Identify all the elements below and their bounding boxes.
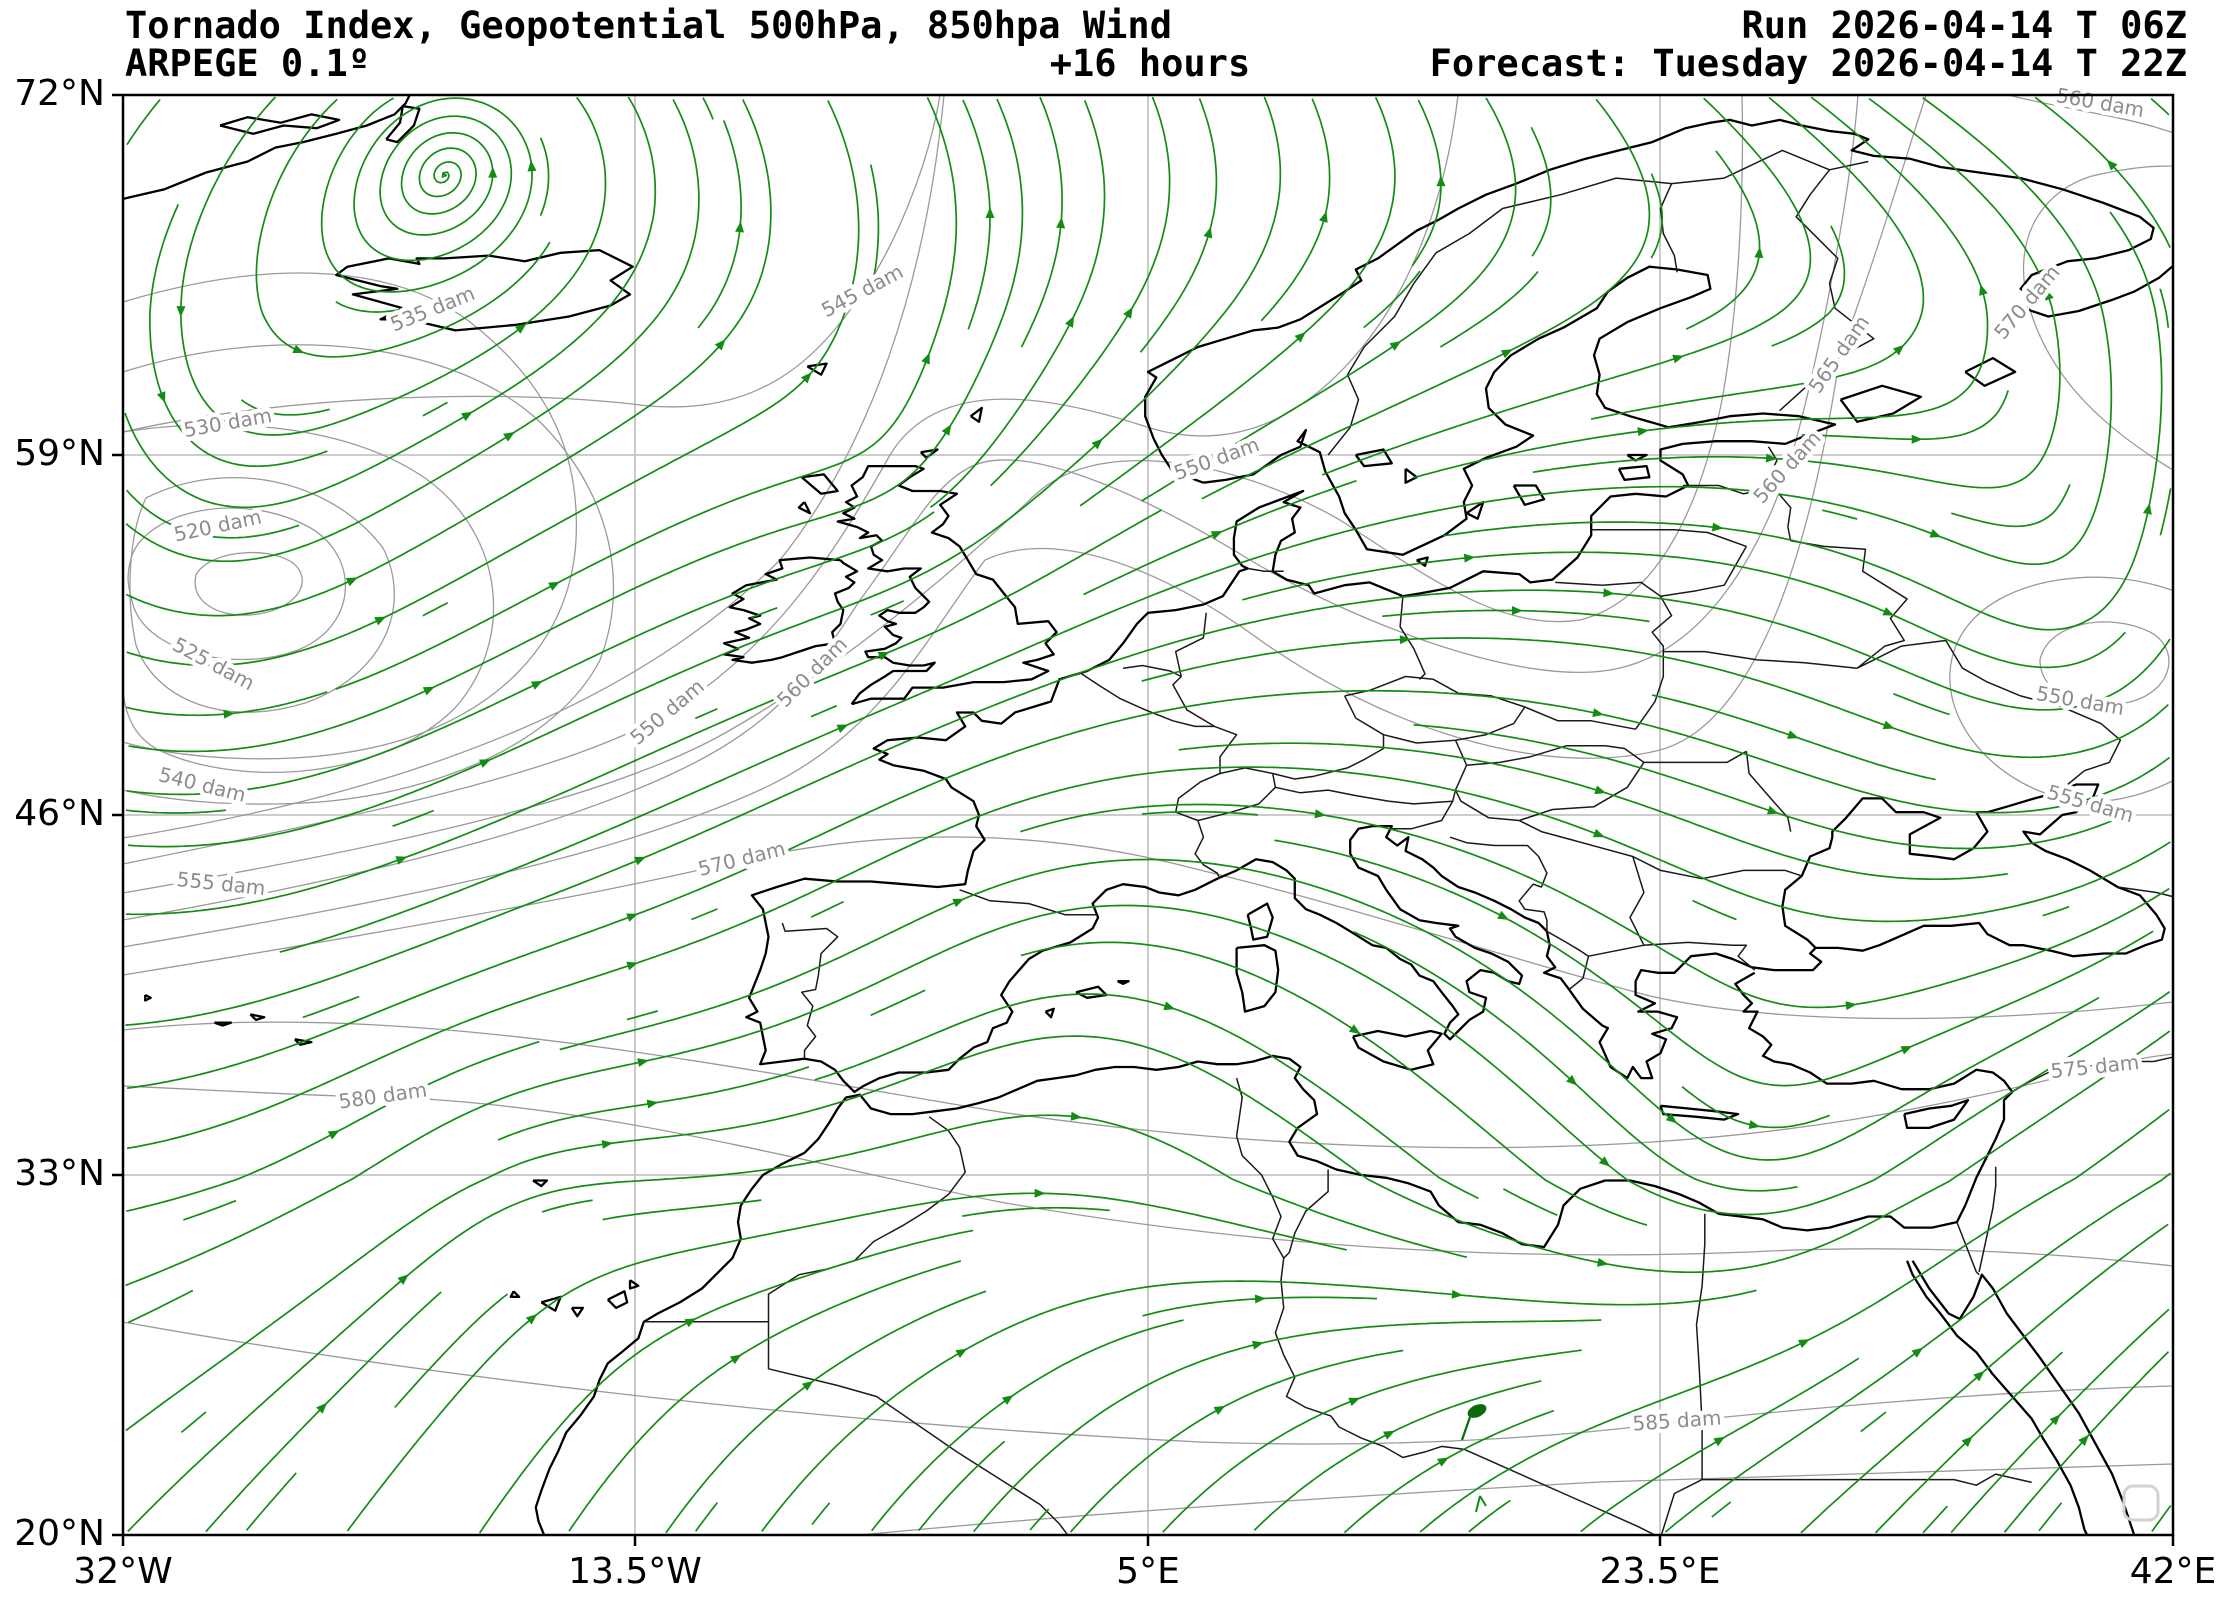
lat-tick-label: 33°N <box>14 1153 105 1194</box>
contour-label: 570 dam <box>696 836 788 881</box>
contour-label: 555 dam <box>2044 780 2136 828</box>
header: Tornado Index, Geopotential 500hPa, 850h… <box>125 4 2187 85</box>
contour-label: 545 dam <box>817 259 907 322</box>
lon-tick-label: 42°E <box>2130 1551 2217 1592</box>
contour-label: 540 dam <box>156 762 248 807</box>
plot-frame-and-ticks: 72°N 59°N 46°N 33°N 20°N32°W 13.5°W 5°E 23.5°E 4… <box>14 73 2216 1592</box>
wind-streamlines <box>124 96 2172 1534</box>
corner-legend-box <box>2122 1484 2160 1522</box>
lon-tick-label: 5°E <box>1116 1551 1180 1592</box>
lat-tick-label: 59°N <box>14 433 105 474</box>
contour-label: 565 dam <box>1803 311 1874 398</box>
contour-label: 550 dam <box>1171 432 1263 485</box>
lead-time-label: +16 hours <box>1050 42 1250 85</box>
lon-tick-label: 23.5°E <box>1600 1551 1721 1592</box>
lat-tick-label: 20°N <box>14 1513 105 1554</box>
contour-label: 530 dam <box>182 403 274 442</box>
graticule <box>123 95 2173 1535</box>
lon-tick-label: 13.5°W <box>568 1551 702 1592</box>
coastlines <box>123 95 2173 1535</box>
tornado-index-marks <box>1460 1404 2160 1522</box>
contour-label: 555 dam <box>176 867 267 900</box>
contour-label: 520 dam <box>172 505 264 547</box>
lon-tick-label: 32°W <box>73 1551 172 1592</box>
run-time-label: Run 2026-04-14 T 06Z <box>1741 4 2187 47</box>
contour-label: 575 dam <box>2049 1050 2140 1083</box>
lat-tick-label: 46°N <box>14 793 105 834</box>
contour-label: 535 dam <box>387 281 478 337</box>
forecast-time-label: Forecast: Tuesday 2026-04-14 T 22Z <box>1430 42 2187 85</box>
contour-label: 570 dam <box>1989 260 2065 344</box>
page-title: Tornado Index, Geopotential 500hPa, 850h… <box>125 4 1172 47</box>
contour-label: 550 dam <box>625 674 709 750</box>
lat-tick-label: 72°N <box>14 73 105 114</box>
contour-label: 560 dam <box>2054 83 2146 122</box>
tornado-index-spot <box>1467 1404 1487 1418</box>
contour-label: 585 dam <box>1632 1405 1722 1435</box>
model-label: ARPEGE 0.1º <box>125 42 370 85</box>
